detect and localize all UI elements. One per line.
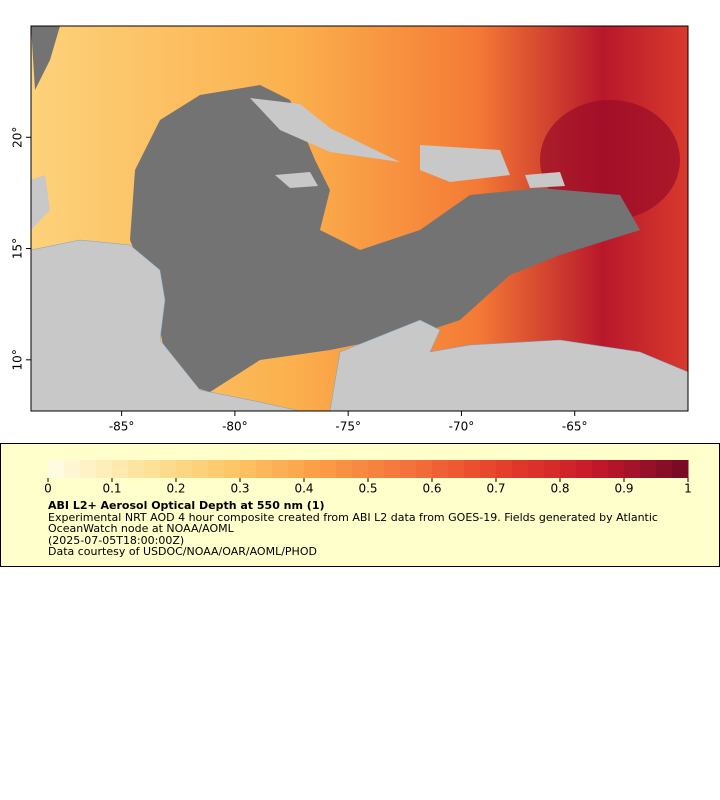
colorbar-cell (432, 460, 449, 478)
colorbar-cell (656, 460, 673, 478)
colorbar-tick-label: 0.5 (358, 482, 377, 496)
colorbar-cell (112, 460, 129, 478)
colorbar-cell (512, 460, 529, 478)
colorbar-cell (496, 460, 513, 478)
x-tick-label: -85° (109, 420, 135, 434)
colorbar-cell (256, 460, 273, 478)
colorbar-cell (528, 460, 545, 478)
colorbar-tick-label: 0.2 (166, 482, 185, 496)
colorbar-cell (224, 460, 241, 478)
colorbar-cell (64, 460, 81, 478)
colorbar-cell (544, 460, 561, 478)
colorbar-cell (608, 460, 625, 478)
x-tick-label: -75° (335, 420, 361, 434)
colorbar-cell (80, 460, 97, 478)
colorbar-cell (416, 460, 433, 478)
colorbar-cell (96, 460, 113, 478)
colorbar-tick-label: 0.7 (486, 482, 505, 496)
legend-title: ABI L2+ Aerosol Optical Depth at 550 nm … (48, 499, 325, 512)
colorbar-tick-label: 0.4 (294, 482, 313, 496)
colorbar-tick-label: 0 (44, 482, 52, 496)
colorbar-tick-label: 0.1 (102, 482, 121, 496)
legend-time: (2025-07-05T18:00:00Z) (48, 533, 185, 547)
colorbar-cell (336, 460, 353, 478)
colorbar-cell (48, 460, 65, 478)
colorbar-cell (384, 460, 401, 478)
colorbar-cell (576, 460, 593, 478)
map-frame (30, 25, 689, 412)
colorbar-cell (624, 460, 641, 478)
colorbar-tick-label: 0.6 (422, 482, 441, 496)
colorbar-cell (128, 460, 145, 478)
colorbar-cell (304, 460, 321, 478)
x-tick-label: -65° (562, 420, 588, 434)
colorbar-tick-label: 0.9 (614, 482, 633, 496)
colorbar-cell (464, 460, 481, 478)
colorbar-cell (480, 460, 497, 478)
x-tick-label: -80° (222, 420, 248, 434)
colorbar-cell (144, 460, 161, 478)
x-tick-label: -70° (449, 420, 475, 434)
legend-text: ABI L2+ Aerosol Optical Depth at 550 nm … (48, 500, 688, 558)
colorbar-cell (288, 460, 305, 478)
colorbar-cell (160, 460, 177, 478)
colorbar-cell (352, 460, 369, 478)
y-tick-label: 15° (11, 238, 25, 259)
colorbar-tick-label: 1 (684, 482, 692, 496)
colorbar-cell (208, 460, 225, 478)
legend-credit: Data courtesy of USDOC/NOAA/OAR/AOML/PHO… (48, 545, 317, 558)
colorbar-cell (272, 460, 289, 478)
y-tick-label: 20° (11, 127, 25, 148)
colorbar-cell (400, 460, 417, 478)
colorbar-tick-label: 0.8 (550, 482, 569, 496)
colorbar-cell (592, 460, 609, 478)
legend-description: Experimental NRT AOD 4 hour composite cr… (48, 510, 658, 535)
colorbar-cell (320, 460, 337, 478)
colorbar-cell (672, 460, 689, 478)
colorbar-tick-label: 0.3 (230, 482, 249, 496)
colorbar-cell (176, 460, 193, 478)
colorbar-cell (640, 460, 657, 478)
colorbar-cell (240, 460, 257, 478)
colorbar-cell (448, 460, 465, 478)
map-image (31, 26, 688, 411)
y-tick-label: 10° (11, 349, 25, 370)
colorbar-cell (368, 460, 385, 478)
colorbar-cell (192, 460, 209, 478)
colorbar-cell (560, 460, 577, 478)
